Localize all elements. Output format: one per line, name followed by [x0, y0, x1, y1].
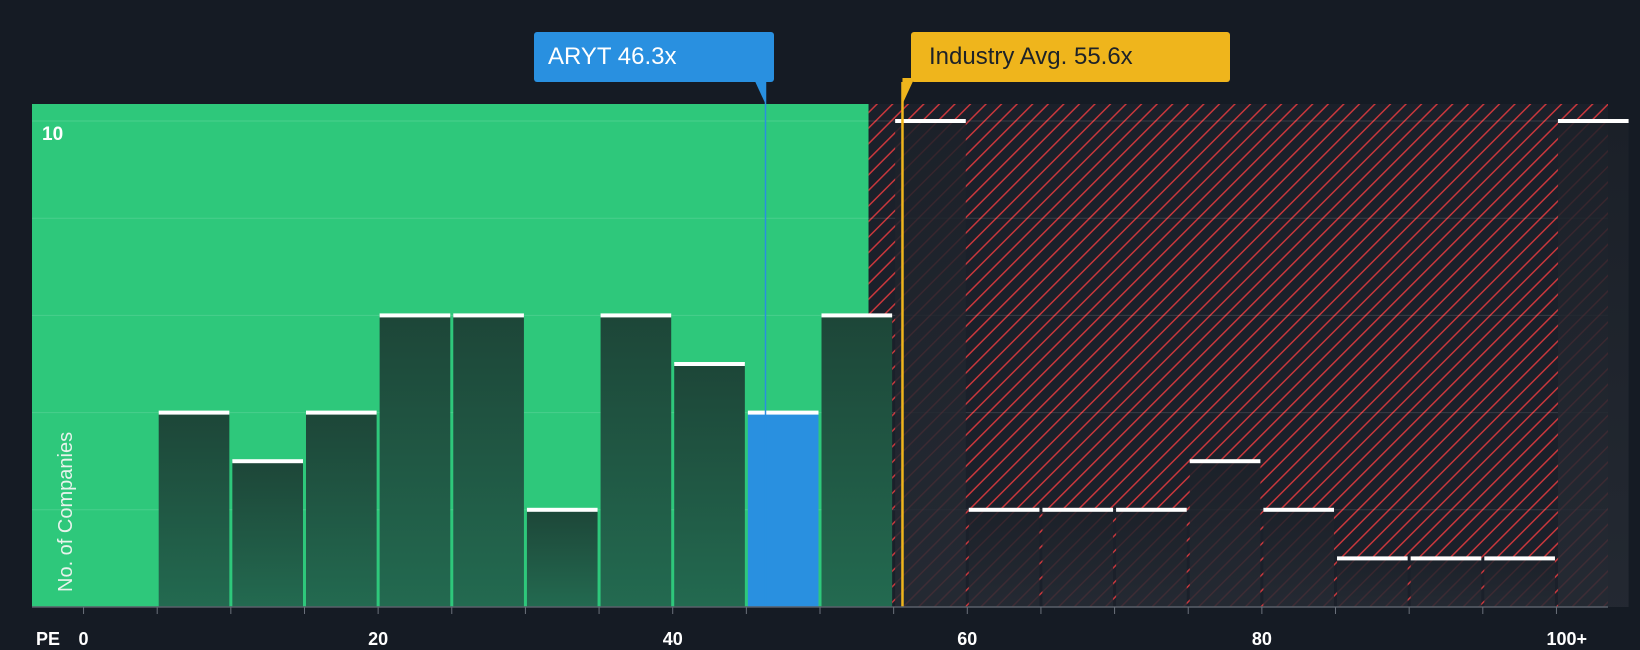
bar: [600, 315, 672, 607]
bar: [232, 461, 303, 607]
bar: [1484, 558, 1555, 607]
bar-cap: [1263, 507, 1335, 512]
bar-cap: [674, 362, 745, 367]
x-tick-label: 60: [957, 629, 977, 649]
bar-cap: [821, 313, 893, 318]
bar-cap: [747, 410, 819, 415]
industry-callout-pointer: [902, 78, 915, 104]
bar-cap: [1557, 119, 1629, 124]
bar-cap: [1116, 507, 1187, 512]
x-tick-label: 0: [79, 629, 89, 649]
bar-cap: [1484, 556, 1555, 561]
bar: [526, 509, 598, 607]
bar-cap: [1410, 556, 1482, 561]
bar: [158, 412, 230, 607]
company-callout-pointer: [753, 78, 766, 104]
bar-cap: [895, 119, 966, 124]
bar: [1337, 558, 1408, 607]
bar: [1410, 558, 1482, 607]
bar-cap: [968, 507, 1040, 512]
bar: [1189, 461, 1261, 607]
bar: [821, 315, 893, 607]
industry-average-label: Industry Avg. 55.6x: [929, 43, 1133, 70]
bar-cap: [379, 313, 451, 318]
bar-cap: [232, 459, 303, 464]
bar: [895, 121, 966, 608]
bar-cap: [526, 507, 598, 512]
bar: [379, 315, 451, 607]
company-pe-label: ARYT 46.3x: [548, 43, 677, 70]
bar: [453, 315, 524, 607]
x-tick-label: 100+: [1546, 629, 1587, 649]
bar: [968, 509, 1040, 607]
bar-cap: [453, 313, 524, 318]
x-tick-label: 40: [663, 629, 683, 649]
bar-cap: [305, 410, 377, 415]
bar-cap: [1042, 507, 1114, 512]
x-tick-label: 20: [368, 629, 388, 649]
bar: [1042, 509, 1114, 607]
bar-cap: [158, 410, 230, 415]
bar-cap: [1337, 556, 1408, 561]
y-axis-label: No. of Companies: [55, 431, 77, 592]
bar: [1263, 509, 1335, 607]
x-tick-label: 80: [1252, 629, 1272, 649]
bar: [305, 412, 377, 607]
bar-company-bin: [747, 412, 819, 607]
industry-average-callout: Industry Avg. 55.6x: [911, 32, 1230, 82]
bar: [1116, 509, 1187, 607]
bar-cap: [1189, 459, 1261, 464]
bar: [1557, 121, 1629, 608]
company-pe-callout: ARYT 46.3x: [534, 32, 774, 82]
x-axis-label: PE: [36, 629, 61, 649]
bar: [674, 364, 745, 607]
y-tick-label: 10: [42, 124, 64, 145]
bar-cap: [600, 313, 672, 318]
